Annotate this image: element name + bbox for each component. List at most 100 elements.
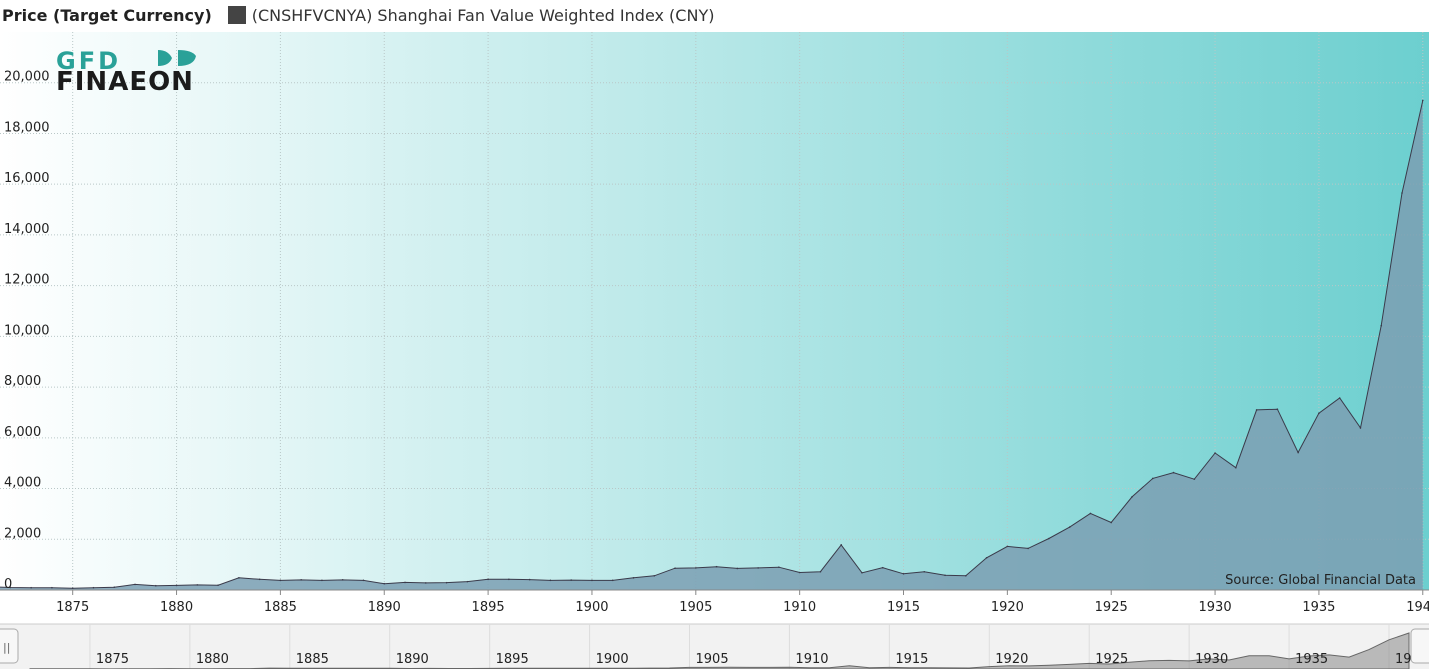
legend-series-swatch[interactable]	[227, 6, 246, 24]
data-point[interactable]	[757, 567, 759, 569]
navigator-label: 1900	[596, 652, 629, 667]
data-point[interactable]	[238, 577, 240, 579]
data-point[interactable]	[424, 582, 427, 584]
data-point[interactable]	[362, 579, 365, 582]
logo-finaeon-text: FINAEON	[56, 67, 194, 97]
data-point[interactable]	[674, 567, 676, 569]
data-point[interactable]	[196, 584, 199, 586]
data-point[interactable]	[549, 579, 552, 582]
navigator-left-handle[interactable]	[0, 628, 19, 664]
navigator-label: 1890	[396, 652, 429, 667]
data-point[interactable]	[985, 556, 988, 559]
x-tick-label: 1915	[887, 600, 920, 615]
data-point[interactable]	[1110, 521, 1113, 524]
data-point[interactable]	[1235, 466, 1237, 469]
x-tick-label: 1890	[368, 600, 401, 615]
data-point[interactable]	[1048, 537, 1050, 540]
data-point[interactable]	[1380, 324, 1383, 327]
x-tick-label: 1895	[472, 600, 505, 615]
data-point[interactable]	[861, 571, 863, 574]
navigator-label: 1935	[1295, 652, 1328, 667]
y-tick-label: 12,000	[4, 273, 50, 288]
navigator-label: 1920	[995, 652, 1028, 667]
data-point[interactable]	[840, 544, 842, 546]
data-point[interactable]	[1421, 99, 1424, 102]
y-tick-label: 8,000	[4, 374, 41, 389]
data-point[interactable]	[1006, 545, 1009, 548]
x-tick-label: 1935	[1302, 600, 1335, 615]
data-point[interactable]	[279, 579, 282, 582]
series-points	[9, 99, 1424, 590]
data-point[interactable]	[1276, 408, 1279, 410]
data-point[interactable]	[71, 587, 74, 590]
y-tick-label: 4,000	[4, 476, 41, 491]
data-point[interactable]	[1193, 478, 1196, 480]
data-point[interactable]	[1151, 477, 1154, 480]
x-axis: 1875 1880 1885 1890 1895 1900 1905 1910 1915 1920…	[0, 589, 1429, 615]
data-point[interactable]	[1172, 471, 1175, 474]
data-point[interactable]	[632, 577, 635, 579]
x-tick-label: 1930	[1199, 600, 1232, 615]
navigator[interactable]: 1875 1880 1885 1890 1895 1900 1905 1910 1915 1920…	[0, 623, 1429, 669]
data-point[interactable]	[404, 581, 406, 584]
data-point[interactable]	[611, 579, 614, 582]
legend-title: Price (Target Currency)	[2, 5, 212, 25]
legend-series-label[interactable]: (CNSHFVCNYA) Shanghai Fan Value Weighted…	[251, 5, 715, 25]
data-point[interactable]	[92, 586, 95, 589]
y-tick-label: 2,000	[4, 526, 41, 541]
y-tick-label: 14,000	[4, 222, 50, 237]
navigator-label: 1880	[196, 652, 229, 667]
data-point[interactable]	[1027, 547, 1029, 550]
series-area[interactable]	[0, 100, 1423, 591]
data-point[interactable]	[1255, 409, 1258, 411]
data-point[interactable]	[695, 567, 697, 569]
data-point[interactable]	[591, 579, 593, 582]
navigator-right-handle[interactable]	[1410, 628, 1429, 664]
data-point[interactable]	[736, 567, 739, 570]
data-point[interactable]	[508, 578, 510, 581]
data-point[interactable]	[1214, 452, 1216, 454]
data-point[interactable]	[715, 565, 718, 568]
data-point[interactable]	[383, 582, 386, 585]
data-point[interactable]	[1068, 526, 1071, 528]
data-point[interactable]	[798, 571, 801, 574]
data-point[interactable]	[778, 566, 780, 568]
data-point[interactable]	[1089, 512, 1092, 515]
data-point[interactable]	[9, 586, 12, 589]
data-point[interactable]	[154, 584, 157, 587]
data-point[interactable]	[1318, 412, 1320, 415]
data-point[interactable]	[258, 578, 261, 581]
data-point[interactable]	[570, 579, 572, 581]
data-point[interactable]	[445, 581, 448, 584]
data-point[interactable]	[1359, 427, 1362, 429]
data-point[interactable]	[466, 580, 469, 583]
series-line[interactable]	[0, 100, 1424, 589]
data-point[interactable]	[300, 579, 302, 581]
data-point[interactable]	[321, 579, 323, 582]
data-point[interactable]	[134, 583, 136, 586]
x-tick-label: 1880	[160, 600, 193, 615]
data-point[interactable]	[1338, 397, 1341, 399]
data-point[interactable]	[653, 574, 656, 577]
data-point[interactable]	[819, 570, 822, 573]
data-point[interactable]	[965, 574, 967, 577]
x-tick-label: 1925	[1095, 600, 1128, 615]
data-point[interactable]	[1131, 496, 1133, 498]
data-point[interactable]	[30, 586, 32, 589]
data-point[interactable]	[51, 586, 53, 589]
data-point[interactable]	[528, 578, 531, 581]
data-point[interactable]	[902, 572, 905, 575]
data-point[interactable]	[217, 584, 219, 586]
data-point[interactable]	[487, 578, 489, 581]
y-tick-label: 10,000	[4, 323, 50, 338]
data-point[interactable]	[944, 574, 946, 577]
data-point[interactable]	[1401, 192, 1403, 194]
data-point[interactable]	[175, 584, 178, 587]
data-point[interactable]	[341, 579, 344, 581]
y-tick-label: 20,000	[4, 70, 50, 85]
data-point[interactable]	[113, 586, 116, 589]
data-point[interactable]	[923, 570, 926, 573]
data-point[interactable]	[1297, 451, 1299, 454]
x-tick-label: 1875	[56, 600, 89, 615]
data-point[interactable]	[881, 566, 884, 569]
